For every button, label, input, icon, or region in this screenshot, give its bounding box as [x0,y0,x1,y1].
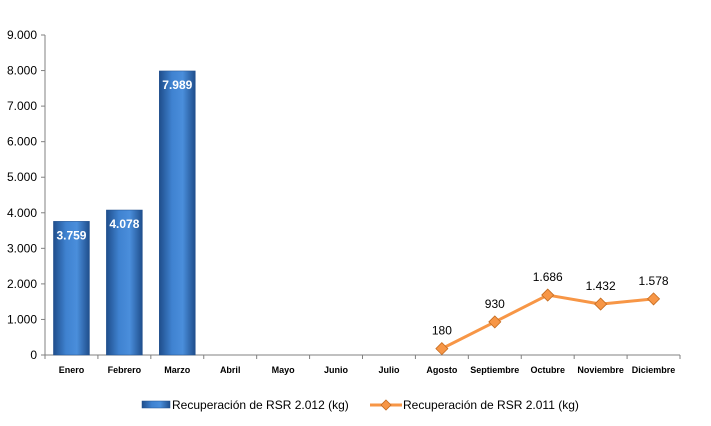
y-tick-label: 9.000 [7,28,37,42]
x-tick-label: Junio [324,365,349,375]
y-tick-label: 3.000 [7,241,37,255]
bar-data-label: 7.989 [162,78,192,92]
y-tick-label: 6.000 [7,135,37,149]
y-tick-label: 4.000 [7,206,37,220]
x-tick-label: Octubre [530,365,565,375]
bar [53,221,90,356]
x-tick-label: Agosto [426,365,457,375]
x-tick-label: Enero [59,365,85,375]
line-data-label: 1.432 [586,279,616,293]
line-series-path [441,293,654,350]
x-tick-label: Mayo [272,365,296,375]
x-tick-label: Julio [378,365,400,375]
x-tick-label: Febrero [108,365,142,375]
line-data-label: 1.578 [639,274,669,288]
y-tick-label: 0 [30,348,37,362]
x-tick-label: Septiembre [470,365,519,375]
line-data-label: 1.686 [533,270,563,284]
y-tick-label: 8.000 [7,64,37,78]
x-tick-label: Abril [220,365,241,375]
legend-label-2012: Recuperación de RSR 2.012 (kg) [172,398,349,412]
y-tick-label: 1.000 [7,312,37,326]
line-data-label: 180 [432,324,452,338]
y-tick-label: 7.000 [7,99,37,113]
line-point-marker [435,342,449,356]
x-tick-label: Diciembre [632,365,676,375]
line-data-label: 930 [485,297,505,311]
line-point-marker [646,292,661,306]
bar [159,70,196,356]
legend-marker-2011 [380,399,392,411]
bar-data-label: 4.078 [109,217,139,231]
line-point-marker [541,288,555,302]
bar [106,209,143,356]
line-point-marker [488,315,502,329]
line-point-marker [594,297,608,311]
x-tick-label: Noviembre [577,365,624,375]
legend-label-2011: Recuperación de RSR 2.011 (kg) [403,398,579,412]
x-tick-label: Marzo [164,365,191,375]
y-tick-label: 2.000 [7,277,37,291]
y-tick-label: 5.000 [7,170,37,184]
legend-swatch-2012 [141,400,171,409]
bar-data-label: 3.759 [56,228,86,242]
